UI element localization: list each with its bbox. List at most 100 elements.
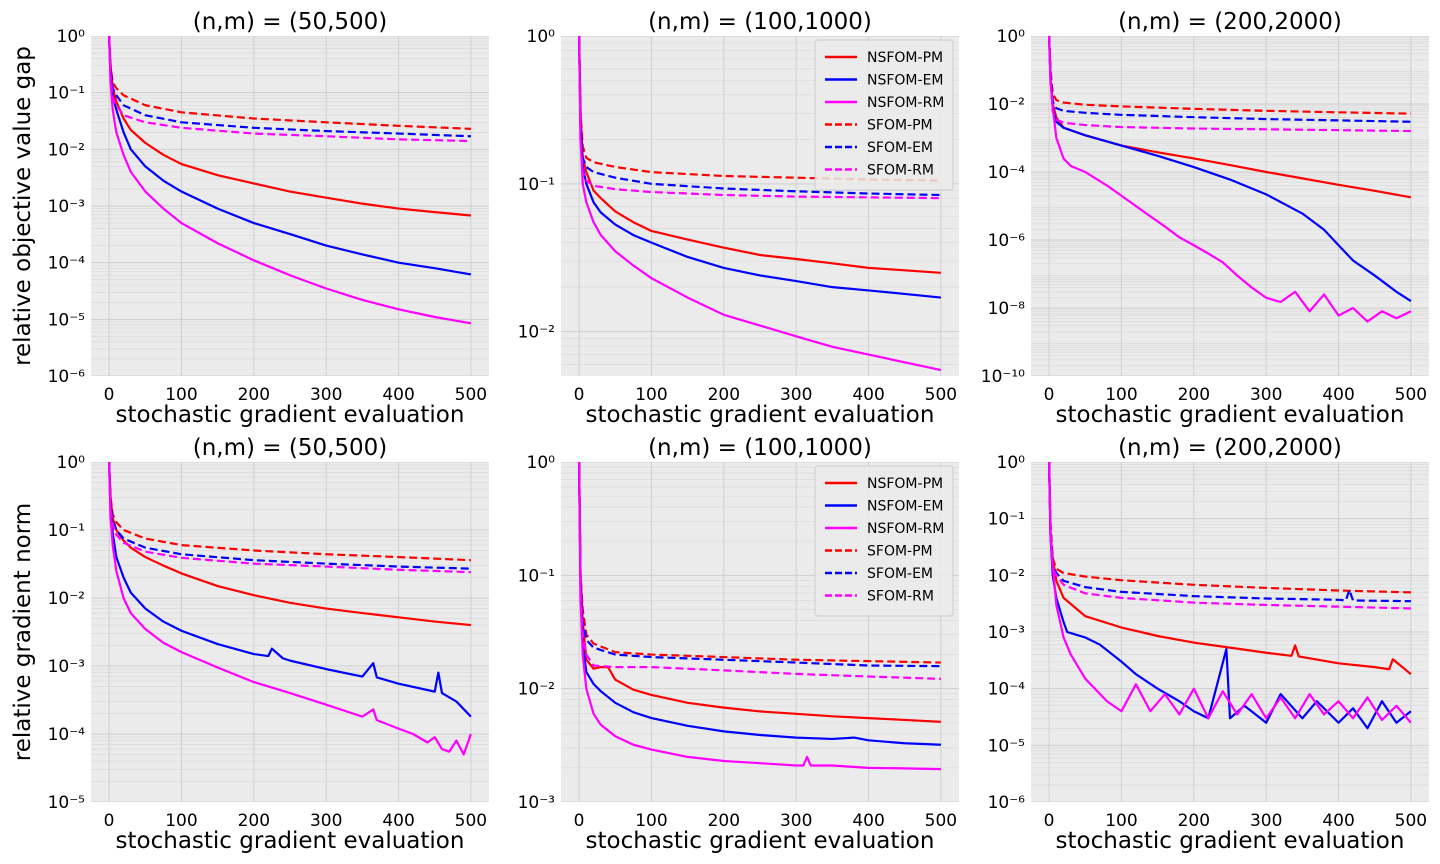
x-tick-label: 100	[1105, 385, 1137, 405]
y-tick-label: 10⁻¹	[988, 510, 1025, 530]
series-nsfom-pm-line	[577, 462, 941, 723]
x-tick-label: 300	[780, 811, 812, 831]
legend-entry-label: SFOM-EM	[867, 566, 933, 582]
y-tick-label: 10⁻⁴	[48, 725, 86, 745]
series-group	[107, 462, 472, 756]
y-tick-label: 10⁻⁴	[988, 680, 1026, 700]
series-nsfom-rm-line	[1047, 36, 1412, 323]
chart-panel-1: 10⁻² 10⁻¹ 10⁰ 0 100 200 300 400 500 (n,m) = (100,…	[518, 9, 959, 428]
x-tick-label: 400	[852, 811, 884, 831]
series-nsfom-rm-line	[577, 462, 941, 771]
grid	[91, 462, 489, 802]
series-group	[107, 36, 472, 325]
legend-entry-label: NSFOM-PM	[867, 476, 943, 492]
y-tick-label: 10⁻⁸	[988, 299, 1026, 319]
grid	[1031, 462, 1429, 802]
y-tick-label: 10⁻¹	[518, 566, 555, 586]
chart-panel-2: 10⁻¹⁰ 10⁻⁸ 10⁻⁶ 10⁻⁴ 10⁻² 10⁰ 0 100 200 300 400 500…	[981, 9, 1429, 428]
chart-panel-4: 10⁻³ 10⁻² 10⁻¹ 10⁰ 0 100 200 300 400 500 (n,m) = (…	[518, 435, 959, 854]
x-axis-label: stochastic gradient evaluation	[116, 402, 465, 428]
plot-area	[1031, 36, 1429, 376]
x-tick-label: 200	[238, 385, 270, 405]
x-tick-label: 100	[165, 811, 197, 831]
chart-title: (n,m) = (100,1000)	[648, 9, 872, 35]
y-tick-label: 10⁻³	[48, 657, 85, 677]
y-tick-label: 10⁰	[57, 453, 86, 473]
series-nsfom-pm-line	[577, 36, 941, 274]
legend-entry-label: SFOM-RM	[867, 589, 934, 605]
series-sfom-em-line	[107, 36, 471, 138]
series-nsfom-pm-line	[107, 36, 472, 217]
legend: NSFOM-PM NSFOM-EM NSFOM-RM SFOM-PM SFOM-EM SF…	[814, 465, 954, 617]
y-tick-label: 10⁻¹	[518, 175, 555, 195]
y-tick-label: 10⁻²	[988, 95, 1025, 115]
series-nsfom-rm-line	[1047, 462, 1412, 724]
x-tick-label: 0	[104, 811, 115, 831]
x-axis-label: stochastic gradient evaluation	[586, 828, 935, 854]
x-tick-label: 400	[1322, 385, 1354, 405]
chart-title: (n,m) = (50,500)	[193, 435, 388, 461]
series-sfom-rm-line	[1047, 462, 1411, 610]
x-tick-label: 300	[310, 385, 342, 405]
series-nsfom-em-line	[577, 462, 941, 746]
x-tick-label: 0	[574, 385, 585, 405]
y-tick-label: 10⁻³	[518, 793, 555, 813]
series-nsfom-pm-line	[1047, 462, 1412, 676]
y-tick-label: 10⁻¹⁰	[981, 367, 1025, 387]
y-tick-label: 10⁻⁵	[988, 736, 1025, 756]
legend-entry-label: SFOM-PM	[867, 118, 933, 134]
y-tick-label: 10⁻⁵	[48, 310, 85, 330]
x-tick-label: 500	[1395, 811, 1427, 831]
series-sfom-pm-line	[107, 462, 471, 562]
x-tick-label: 0	[104, 385, 115, 405]
legend-entry-label: SFOM-PM	[867, 544, 933, 560]
x-tick-label: 500	[925, 385, 957, 405]
chart-title: (n,m) = (100,1000)	[648, 435, 872, 461]
y-tick-label: 10⁻²	[988, 566, 1025, 586]
legend-box	[814, 39, 954, 191]
x-tick-label: 100	[165, 385, 197, 405]
x-tick-label: 200	[1178, 385, 1210, 405]
y-tick-label: 10⁻²	[48, 589, 85, 609]
chart-title: (n,m) = (50,500)	[193, 9, 388, 35]
y-tick-label: 10⁻⁴	[988, 163, 1026, 183]
y-tick-label: 10⁻²	[518, 323, 555, 343]
y-tick-label: 10⁻⁶	[48, 367, 86, 387]
x-tick-label: 300	[780, 385, 812, 405]
series-sfom-rm-line	[577, 462, 941, 680]
y-tick-label: 10⁻⁵	[48, 793, 85, 813]
y-tick-label: 10⁻³	[988, 623, 1025, 643]
y-tick-label: 10⁰	[57, 27, 86, 47]
x-tick-label: 100	[1105, 811, 1137, 831]
y-tick-label: 10⁻⁶	[988, 231, 1026, 251]
x-tick-label: 400	[852, 385, 884, 405]
series-group	[577, 36, 942, 372]
chart-panel-5: 10⁻⁶ 10⁻⁵ 10⁻⁴ 10⁻³ 10⁻² 10⁻¹ 10⁰ 0 100 200 300 400…	[988, 435, 1429, 854]
legend-entry-label: NSFOM-EM	[867, 499, 944, 515]
x-tick-label: 0	[1044, 811, 1055, 831]
x-axis-label: stochastic gradient evaluation	[116, 828, 465, 854]
series-sfom-rm-line	[107, 462, 471, 574]
series-group	[1047, 462, 1412, 730]
y-tick-label: 10⁻¹	[48, 521, 85, 541]
x-tick-label: 500	[455, 811, 487, 831]
x-tick-label: 100	[635, 385, 667, 405]
series-group	[1047, 36, 1412, 323]
x-tick-label: 100	[635, 811, 667, 831]
y-tick-label: 10⁰	[527, 27, 556, 47]
y-tick-label: 10⁻⁴	[48, 254, 86, 274]
legend-entry-label: NSFOM-PM	[867, 50, 943, 66]
x-tick-label: 400	[382, 811, 414, 831]
legend-entry-label: NSFOM-RM	[867, 95, 944, 111]
y-tick-label: 10⁻³	[48, 197, 85, 217]
chart-title: (n,m) = (200,2000)	[1118, 435, 1342, 461]
x-tick-label: 400	[1322, 811, 1354, 831]
legend: NSFOM-PM NSFOM-EM NSFOM-RM SFOM-PM SFOM-EM SF…	[814, 39, 954, 191]
chart-panel-3: 10⁻⁵ 10⁻⁴ 10⁻³ 10⁻² 10⁻¹ 10⁰ 0 100 200 300 400 500 (…	[10, 435, 489, 854]
series-sfom-em-line	[1047, 36, 1411, 123]
y-tick-label: 10⁻²	[518, 680, 555, 700]
y-tick-label: 10⁰	[997, 453, 1026, 473]
x-axis-label: stochastic gradient evaluation	[1056, 828, 1405, 854]
series-nsfom-em-line	[107, 36, 472, 276]
